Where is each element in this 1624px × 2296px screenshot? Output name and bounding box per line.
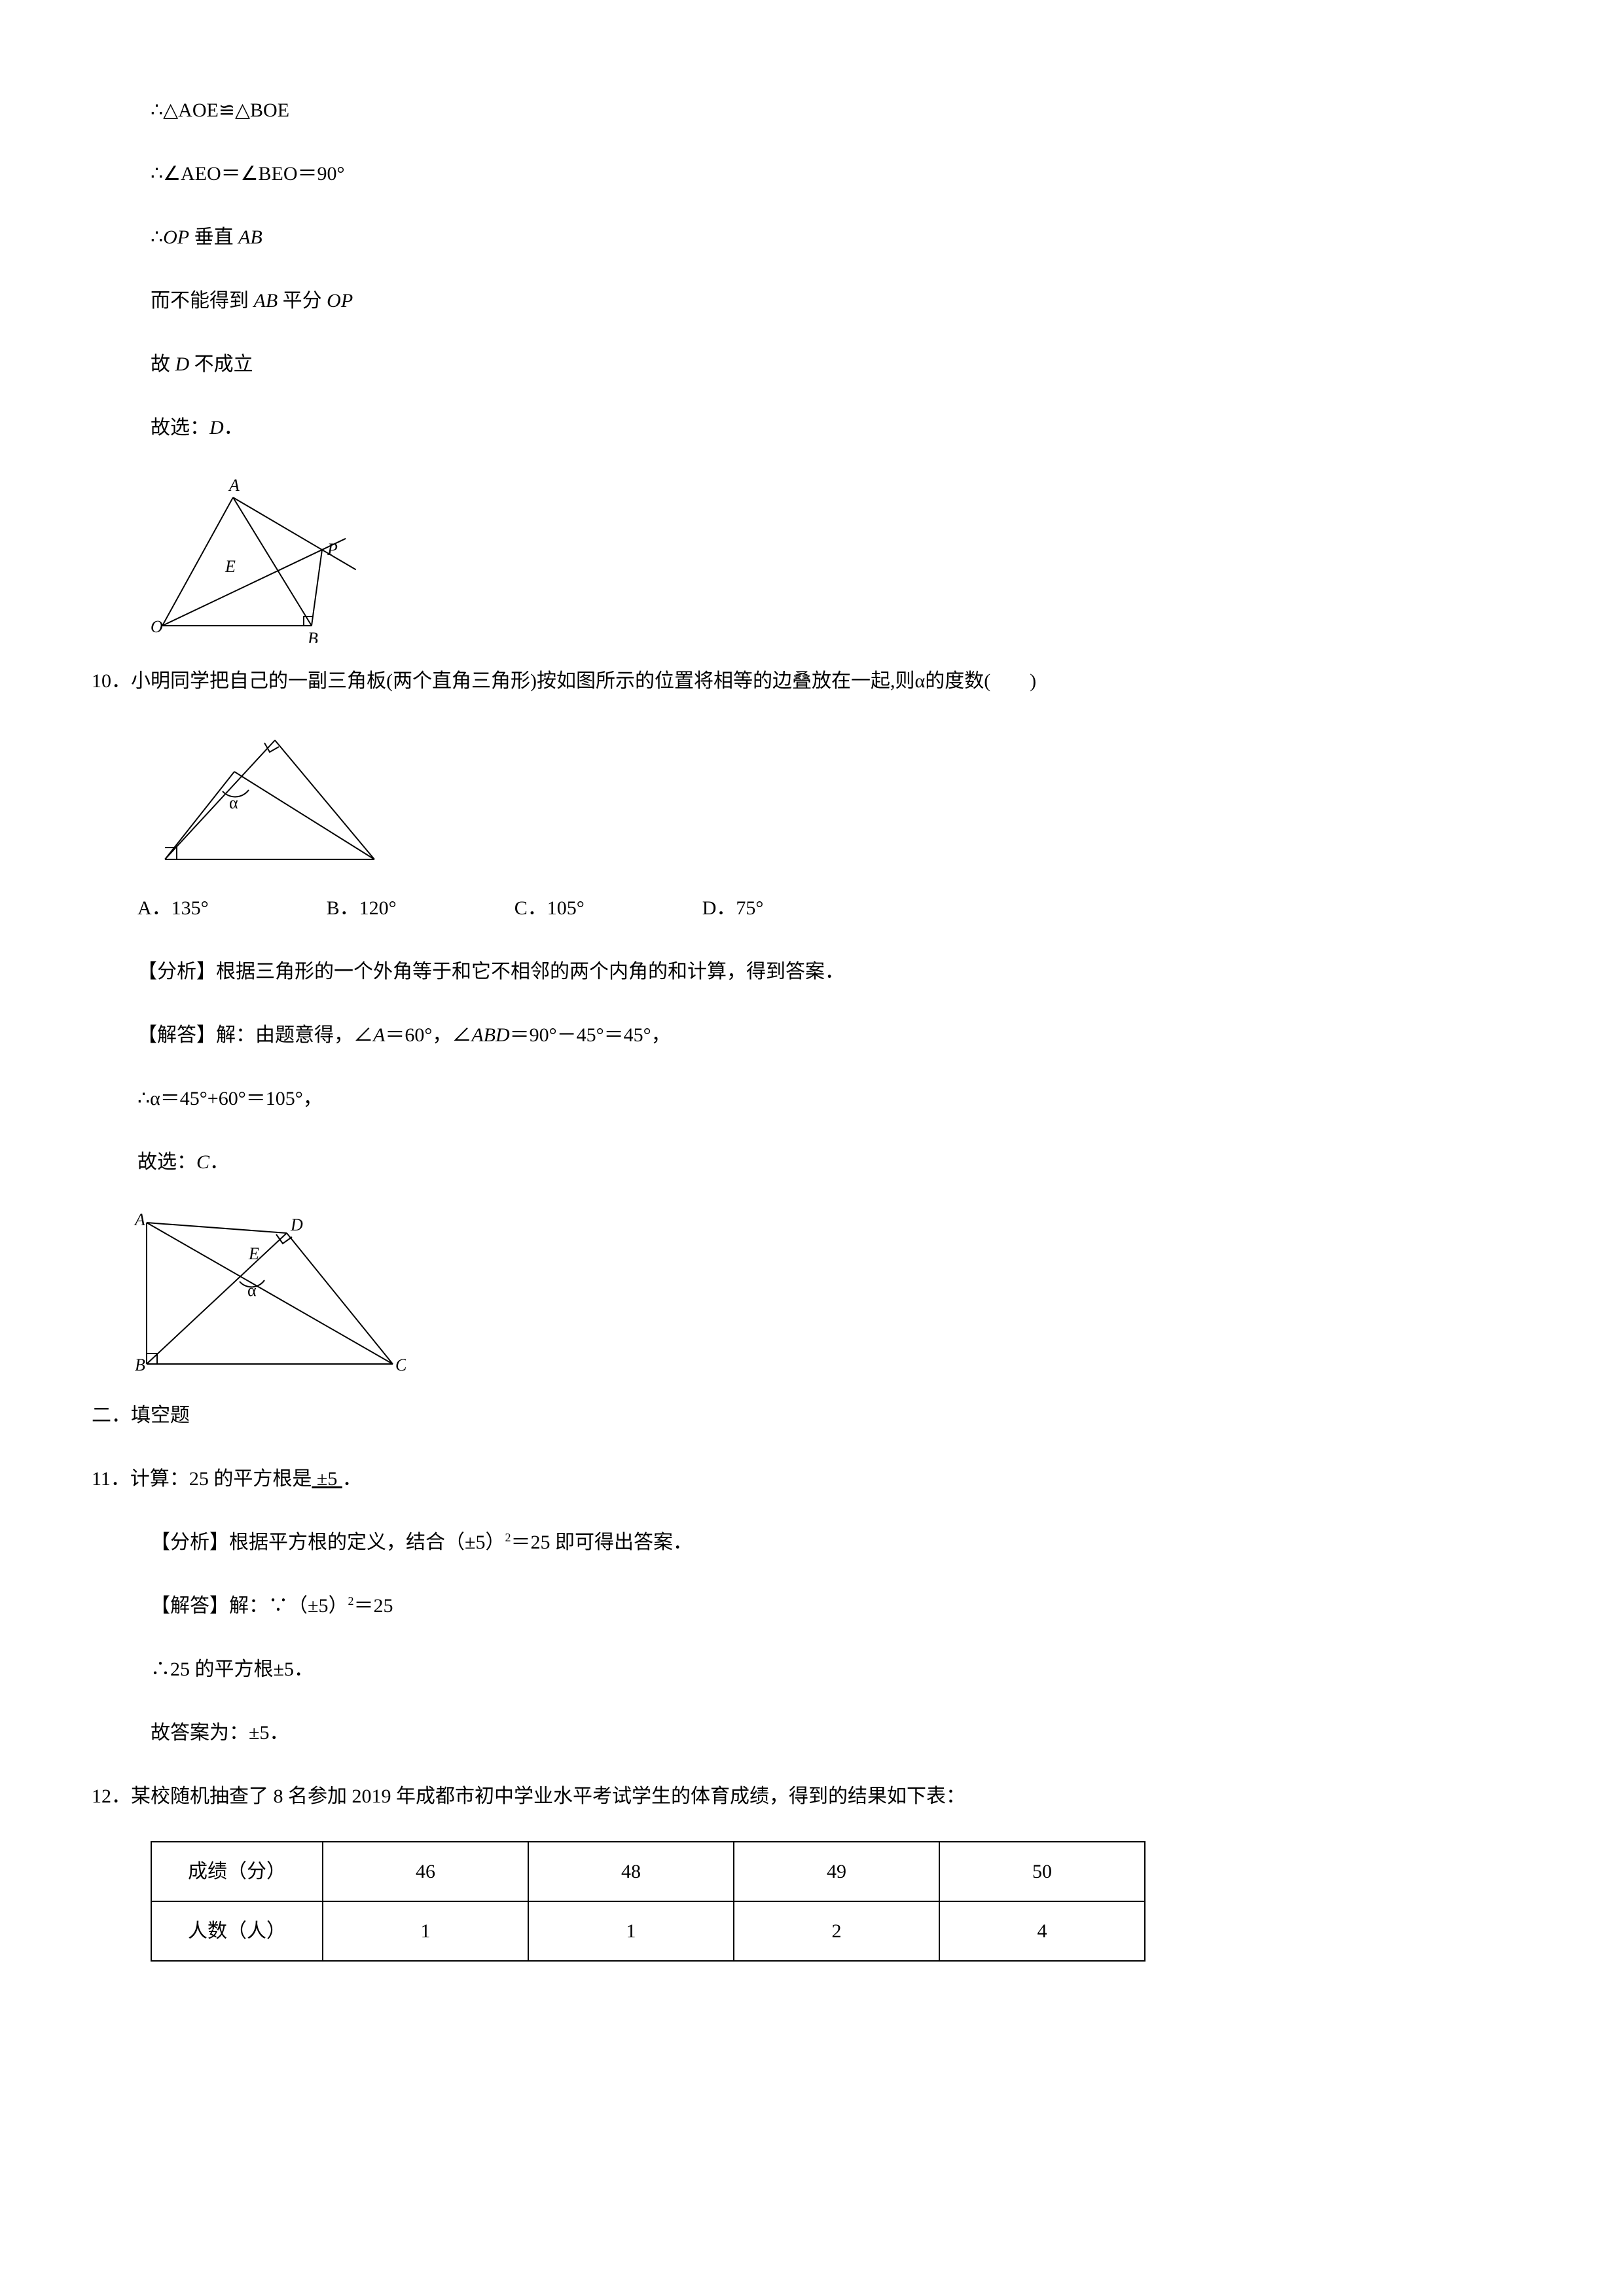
table-cell: 人数（人） xyxy=(151,1901,323,1961)
proof-line-3: ∴OP 垂直 AB xyxy=(151,219,1532,256)
proof-line-3-text: ∴OP 垂直 AB xyxy=(151,226,262,248)
q10-solve-1: 【解答】解：由题意得，∠A＝60°，∠ABD＝90°－45°＝45°， xyxy=(137,1016,1532,1054)
q10-solve3-text: 故选：C． xyxy=(137,1151,229,1173)
q11-answer: ±5 xyxy=(312,1468,342,1490)
q10-choice-b: B．120° xyxy=(327,889,397,927)
svg-text:D: D xyxy=(290,1215,303,1234)
q11-solve1b: ＝25 xyxy=(353,1595,393,1617)
table-row: 人数（人） 1 1 2 4 xyxy=(151,1901,1145,1961)
table-cell: 2 xyxy=(734,1901,939,1961)
svg-text:E: E xyxy=(225,557,236,576)
q10-analysis: 【分析】根据三角形的一个外角等于和它不相邻的两个内角的和计算，得到答案． xyxy=(137,953,1532,990)
proof-line-6-text: 故选：D． xyxy=(151,417,244,439)
table-cell: 成绩（分） xyxy=(151,1842,323,1901)
q11-solve-2: ∴25 的平方根±5． xyxy=(151,1651,1532,1688)
svg-text:α: α xyxy=(229,793,238,812)
proof-line-5: 故 D 不成立 xyxy=(151,346,1532,383)
figure-1: O A B P E xyxy=(151,473,1532,643)
section-2-heading: 二．填空题 xyxy=(92,1397,1532,1434)
q10-text: 小明同学把自己的一副三角板(两个直角三角形)按如图所示的位置将相等的边叠放在一起… xyxy=(131,670,1036,692)
q10-choice-c: C．105° xyxy=(514,889,585,927)
proof-line-2: ∴∠AEO＝∠BEO＝90° xyxy=(151,155,1532,192)
table-cell: 48 xyxy=(528,1842,734,1901)
q11-text-b: ． xyxy=(342,1468,362,1490)
table-cell: 1 xyxy=(528,1901,734,1961)
proof-line-4: 而不能得到 AB 平分 OP xyxy=(151,282,1532,319)
proof-line-4-text: 而不能得到 AB 平分 OP xyxy=(151,290,353,312)
proof-line-1: ∴△AOE≌△BOE xyxy=(151,92,1532,129)
table-cell: 1 xyxy=(323,1901,528,1961)
q10-choices: A．135° B．120° C．105° D．75° xyxy=(137,889,1532,927)
q11-analysis-a: 根据平方根的定义，结合（±5） xyxy=(229,1532,505,1553)
q11-solve-1: 【解答】解：∵（±5）2＝25 xyxy=(151,1587,1532,1624)
q11-analysis: 【分析】根据平方根的定义，结合（±5）2＝25 即可得出答案． xyxy=(151,1524,1532,1561)
table-cell: 4 xyxy=(939,1901,1145,1961)
q10-choice-d: D．75° xyxy=(702,889,764,927)
svg-text:A: A xyxy=(134,1210,145,1229)
svg-text:B: B xyxy=(308,629,318,643)
proof-line-5-text: 故 D 不成立 xyxy=(151,353,253,375)
proof-line-6: 故选：D． xyxy=(151,409,1532,446)
table-row: 成绩（分） 46 48 49 50 xyxy=(151,1842,1145,1901)
q11-text-a: 计算：25 的平方根是 xyxy=(130,1468,312,1490)
q10-analysis-label: 【分析】 xyxy=(137,961,216,982)
q10-analysis-text: 根据三角形的一个外角等于和它不相邻的两个内角的和计算，得到答案． xyxy=(216,961,844,982)
svg-text:B: B xyxy=(135,1355,145,1374)
q11-solve-label: 【解答】 xyxy=(151,1595,229,1617)
q12-line: 12．某校随机抽查了 8 名参加 2019 年成都市初中学业水平考试学生的体育成… xyxy=(92,1778,1532,1815)
svg-text:A: A xyxy=(228,476,240,495)
svg-text:E: E xyxy=(248,1244,259,1263)
q10-solve1-text: 解：由题意得，∠A＝60°，∠ABD＝90°－45°＝45°， xyxy=(216,1024,671,1046)
q10-solve-2: ∴α＝45°+60°＝105°， xyxy=(137,1080,1532,1117)
q12-number: 12． xyxy=(92,1785,131,1807)
q12-table: 成绩（分） 46 48 49 50 人数（人） 1 1 2 4 xyxy=(151,1841,1146,1962)
svg-text:C: C xyxy=(395,1355,406,1374)
q11-solve-3: 故答案为：±5． xyxy=(151,1714,1532,1751)
q10-choice-a: A．135° xyxy=(137,889,209,927)
q10-line: 10．小明同学把自己的一副三角板(两个直角三角形)按如图所示的位置将相等的边叠放… xyxy=(92,662,1532,700)
table-cell: 50 xyxy=(939,1842,1145,1901)
figure-3: αE A B C D xyxy=(131,1207,1532,1377)
q10-solve-label: 【解答】 xyxy=(137,1024,216,1046)
figure-2: α xyxy=(151,726,1532,870)
q10-solve-3: 故选：C． xyxy=(137,1143,1532,1181)
table-cell: 46 xyxy=(323,1842,528,1901)
svg-text:P: P xyxy=(327,540,338,559)
svg-text:α: α xyxy=(247,1281,257,1300)
svg-text:O: O xyxy=(151,617,163,636)
q11-solve1a: 解：∵（±5） xyxy=(229,1595,348,1617)
q10-number: 10． xyxy=(92,670,131,692)
q12-text: 某校随机抽查了 8 名参加 2019 年成都市初中学业水平考试学生的体育成绩，得… xyxy=(131,1785,965,1807)
table-cell: 49 xyxy=(734,1842,939,1901)
q11-line: 11．计算：25 的平方根是 ±5 ． xyxy=(92,1460,1532,1498)
q11-number: 11． xyxy=(92,1468,130,1490)
q11-analysis-b: ＝25 即可得出答案． xyxy=(511,1532,693,1553)
q11-analysis-label: 【分析】 xyxy=(151,1532,229,1553)
